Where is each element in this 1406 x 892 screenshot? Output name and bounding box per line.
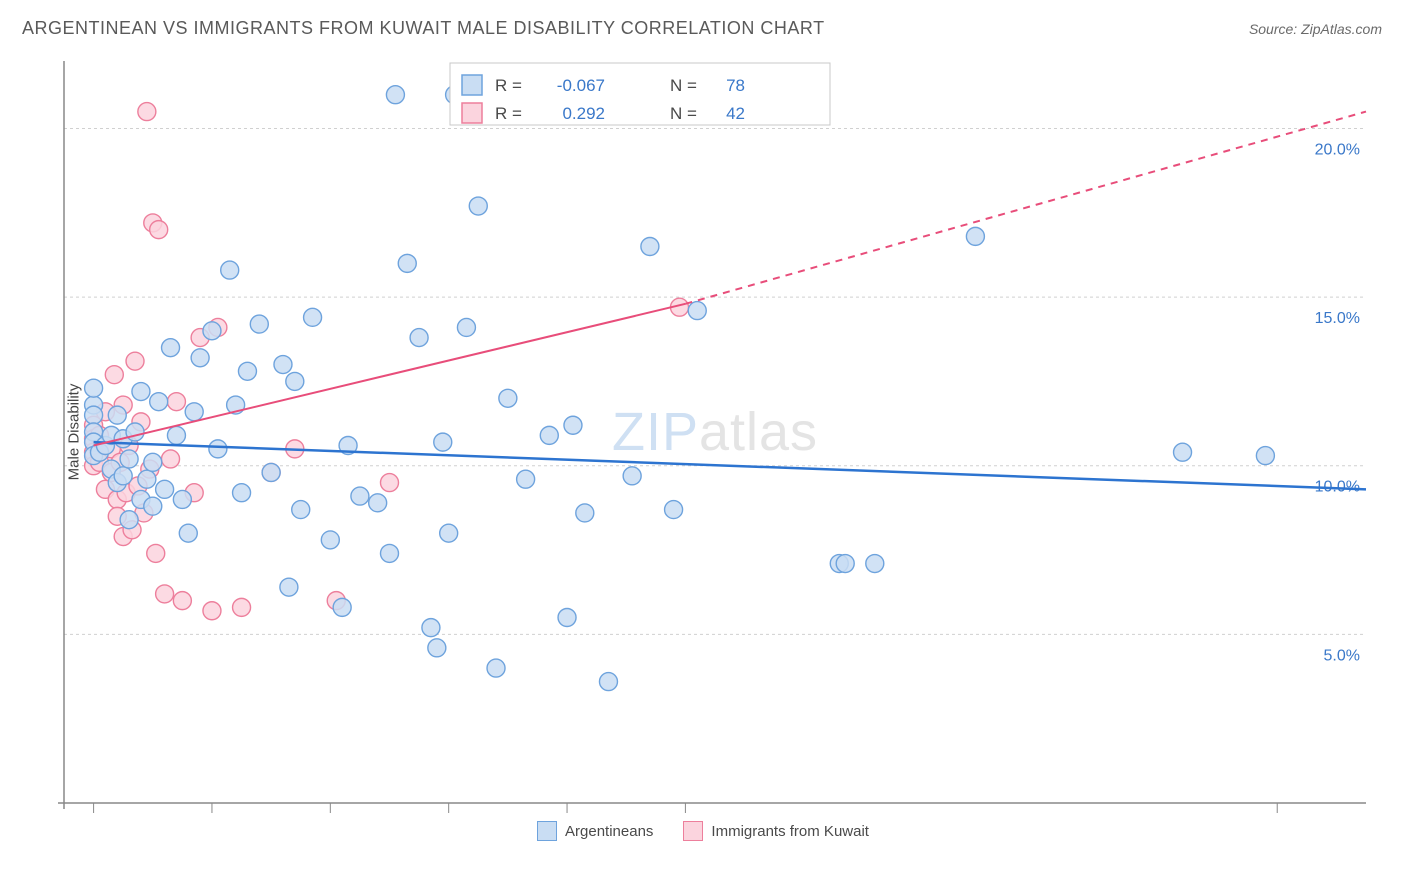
legend-swatch-icon [537, 821, 557, 841]
svg-text:42: 42 [726, 104, 745, 123]
svg-text:ZIPatlas: ZIPatlas [612, 402, 818, 462]
header-bar: ARGENTINEAN VS IMMIGRANTS FROM KUWAIT MA… [0, 0, 1406, 47]
svg-text:0.292: 0.292 [562, 104, 605, 123]
chart-container: Male Disability 5.0%10.0%15.0%20.0%ZIPat… [50, 47, 1386, 817]
bottom-legend: Argentineans Immigrants from Kuwait [0, 821, 1406, 841]
svg-text:N =: N = [670, 76, 697, 95]
svg-text:20.0%: 20.0% [1315, 141, 1360, 158]
legend-item-argentineans: Argentineans [537, 821, 653, 841]
svg-text:R =: R = [495, 104, 522, 123]
legend-swatch-icon [683, 821, 703, 841]
svg-text:N =: N = [670, 104, 697, 123]
legend-label: Argentineans [565, 823, 653, 840]
legend-item-kuwait: Immigrants from Kuwait [683, 821, 869, 841]
y-axis-label: Male Disability [66, 384, 83, 481]
svg-text:-0.067: -0.067 [557, 76, 605, 95]
scatter-chart: 5.0%10.0%15.0%20.0%ZIPatlas0.0%20.0%R =-… [50, 47, 1380, 817]
legend-label: Immigrants from Kuwait [711, 823, 869, 840]
svg-text:78: 78 [726, 76, 745, 95]
svg-text:15.0%: 15.0% [1315, 310, 1360, 327]
source-label: Source: ZipAtlas.com [1249, 21, 1382, 37]
svg-text:R =: R = [495, 76, 522, 95]
chart-title: ARGENTINEAN VS IMMIGRANTS FROM KUWAIT MA… [22, 18, 825, 39]
svg-text:5.0%: 5.0% [1324, 647, 1360, 664]
